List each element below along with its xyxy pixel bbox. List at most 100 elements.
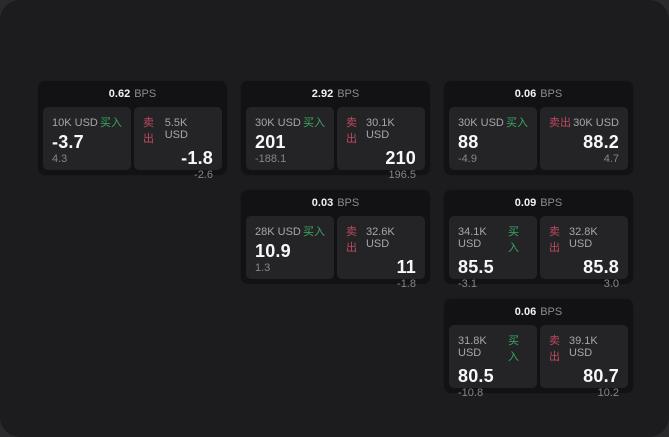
spread-value: 2.92 xyxy=(311,88,334,100)
sell-delta: -1.8 xyxy=(397,278,416,290)
sell-quote-top-row: 卖出 32.6K USD xyxy=(346,223,416,255)
quote-row: 30K USD 买入 201 -188.1 卖出 30.1K USD 210 1… xyxy=(246,107,425,181)
sell-amount: 30K USD xyxy=(573,117,619,129)
sell-delta: -2.6 xyxy=(194,169,213,181)
sell-amount: 32.6K USD xyxy=(365,226,395,250)
quote-row: 30K USD 买入 88 -4.9 卖出 30K USD 88.2 4.7 xyxy=(449,107,628,170)
spread-unit: BPS xyxy=(337,88,360,100)
buy-quote-tile[interactable]: 34.1K USD 买入 85.5 -3.1 xyxy=(449,216,537,290)
spread-unit: BPS xyxy=(540,306,563,318)
sell-quote-tile[interactable]: 卖出 30.1K USD 210 196.5 xyxy=(337,107,425,181)
quote-row: 10K USD 买入 -3.7 4.3 卖出 5.5K USD -1.8 -2.… xyxy=(43,107,222,181)
sell-price: 80.7 xyxy=(583,366,619,386)
sell-price: 88.2 xyxy=(583,132,619,152)
quote-card: 2.92 BPS 30K USD 买入 201 -188.1 卖出 30.1K … xyxy=(240,80,431,181)
spread-header: 0.03 BPS xyxy=(241,190,430,216)
sell-side-label: 卖出 xyxy=(549,117,571,129)
spread-header: 0.09 BPS xyxy=(444,190,633,216)
spread-unit: BPS xyxy=(134,88,157,100)
buy-price: 10.9 xyxy=(255,241,291,261)
sell-delta: 10.2 xyxy=(597,387,619,399)
sell-quote-top-row: 卖出 30.1K USD xyxy=(346,114,416,146)
sell-quote-top-row: 卖出 39.1K USD xyxy=(549,332,619,364)
sell-quote-top-row: 卖出 30K USD xyxy=(549,114,619,130)
buy-amount: 31.8K USD xyxy=(458,335,487,359)
sell-quote-tile[interactable]: 卖出 30K USD 88.2 4.7 xyxy=(540,107,628,170)
quote-card: 0.06 BPS 31.8K USD 买入 80.5 -10.8 卖出 39.1… xyxy=(443,298,634,399)
buy-amount: 30K USD xyxy=(458,117,504,129)
buy-side-label: 买入 xyxy=(100,117,122,129)
sell-amount: 39.1K USD xyxy=(568,335,598,359)
buy-delta: 1.3 xyxy=(255,262,271,274)
buy-quote-tile[interactable]: 28K USD 买入 10.9 1.3 xyxy=(246,216,334,279)
buy-side-label: 买入 xyxy=(303,117,325,129)
sell-amount: 5.5K USD xyxy=(164,117,188,141)
sell-price: 210 xyxy=(385,148,416,168)
buy-side-label: 买入 xyxy=(508,335,520,363)
buy-quote-top-row: 30K USD 买入 xyxy=(255,114,325,130)
sell-side-label: 卖出 xyxy=(346,226,357,254)
sell-quote-tile[interactable]: 卖出 39.1K USD 80.7 10.2 xyxy=(540,325,628,399)
sell-side-label: 卖出 xyxy=(549,226,560,254)
quote-card: 0.03 BPS 28K USD 买入 10.9 1.3 卖出 32.6K US… xyxy=(240,189,431,290)
buy-delta: -3.1 xyxy=(458,278,477,290)
spread-unit: BPS xyxy=(540,197,563,209)
buy-side-label: 买入 xyxy=(506,117,528,129)
sell-quote-top-row: 卖出 32.8K USD xyxy=(549,223,619,255)
quote-row: 28K USD 买入 10.9 1.3 卖出 32.6K USD 11 -1.8 xyxy=(246,216,425,290)
sell-delta: 4.7 xyxy=(603,153,619,165)
buy-price: -3.7 xyxy=(52,132,84,152)
buy-amount: 30K USD xyxy=(255,117,301,129)
spread-value: 0.06 xyxy=(514,88,537,100)
sell-side-label: 卖出 xyxy=(549,335,560,363)
sell-side-label: 卖出 xyxy=(143,117,154,145)
buy-price: 201 xyxy=(255,132,286,152)
buy-quote-tile[interactable]: 30K USD 买入 88 -4.9 xyxy=(449,107,537,170)
buy-delta: -188.1 xyxy=(255,153,287,165)
buy-amount: 28K USD xyxy=(255,226,301,238)
buy-side-label: 买入 xyxy=(508,226,520,254)
spread-header: 2.92 BPS xyxy=(241,81,430,107)
sell-quote-tile[interactable]: 卖出 5.5K USD -1.8 -2.6 xyxy=(134,107,222,181)
buy-amount: 34.1K USD xyxy=(458,226,487,250)
quote-row: 31.8K USD 买入 80.5 -10.8 卖出 39.1K USD 80.… xyxy=(449,325,628,399)
spread-unit: BPS xyxy=(337,197,360,209)
spread-header: 0.62 BPS xyxy=(38,81,227,107)
buy-side-label: 买入 xyxy=(303,226,325,238)
buy-delta: -10.8 xyxy=(458,387,484,399)
sell-delta: 196.5 xyxy=(388,169,416,181)
buy-quote-top-row: 31.8K USD 买入 xyxy=(458,332,528,364)
spread-value: 0.09 xyxy=(514,197,537,209)
buy-quote-top-row: 30K USD 买入 xyxy=(458,114,528,130)
buy-quote-top-row: 10K USD 买入 xyxy=(52,114,122,130)
buy-price: 88 xyxy=(458,132,479,152)
spread-value: 0.03 xyxy=(311,197,334,209)
quote-card: 0.62 BPS 10K USD 买入 -3.7 4.3 卖出 5.5K USD… xyxy=(37,80,228,181)
spread-unit: BPS xyxy=(540,88,563,100)
sell-quote-tile[interactable]: 卖出 32.6K USD 11 -1.8 xyxy=(337,216,425,290)
buy-amount: 10K USD xyxy=(52,117,98,129)
buy-price: 85.5 xyxy=(458,257,494,277)
buy-quote-top-row: 28K USD 买入 xyxy=(255,223,325,239)
spread-header: 0.06 BPS xyxy=(444,299,633,325)
sell-amount: 30.1K USD xyxy=(365,117,395,141)
sell-quote-tile[interactable]: 卖出 32.8K USD 85.8 3.0 xyxy=(540,216,628,290)
quote-card: 0.06 BPS 30K USD 买入 88 -4.9 卖出 30K USD 8… xyxy=(443,80,634,176)
sell-price: -1.8 xyxy=(181,148,213,168)
sell-side-label: 卖出 xyxy=(346,117,357,145)
sell-quote-top-row: 卖出 5.5K USD xyxy=(143,114,213,146)
buy-quote-tile[interactable]: 31.8K USD 买入 80.5 -10.8 xyxy=(449,325,537,399)
spread-value: 0.62 xyxy=(108,88,131,100)
sell-amount: 32.8K USD xyxy=(568,226,598,250)
buy-quote-tile[interactable]: 10K USD 买入 -3.7 4.3 xyxy=(43,107,131,170)
buy-quote-top-row: 34.1K USD 买入 xyxy=(458,223,528,255)
buy-quote-tile[interactable]: 30K USD 买入 201 -188.1 xyxy=(246,107,334,170)
sell-delta: 3.0 xyxy=(603,278,619,290)
spread-value: 0.06 xyxy=(514,306,537,318)
buy-delta: 4.3 xyxy=(52,153,68,165)
buy-delta: -4.9 xyxy=(458,153,477,165)
quote-card: 0.09 BPS 34.1K USD 买入 85.5 -3.1 卖出 32.8K… xyxy=(443,189,634,290)
sell-price: 85.8 xyxy=(583,257,619,277)
sell-price: 11 xyxy=(396,257,416,277)
